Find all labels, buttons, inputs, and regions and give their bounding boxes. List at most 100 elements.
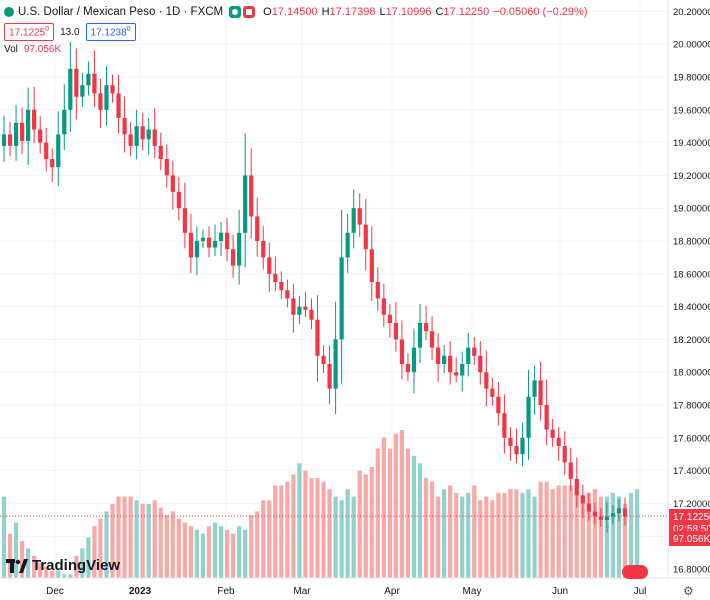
time-tick-label: Feb — [217, 586, 235, 597]
volume-bar — [496, 492, 501, 578]
candle-body — [212, 241, 218, 248]
candle-body — [381, 298, 386, 315]
candle-body — [562, 446, 567, 463]
tradingview-logo[interactable]: TradingView — [6, 557, 120, 574]
candle-body — [218, 232, 224, 241]
volume-bar — [634, 489, 640, 578]
candle-body — [484, 372, 489, 389]
volume-bar — [544, 481, 549, 578]
volume-bar — [249, 515, 254, 578]
volume-bar — [19, 541, 25, 578]
candle-body — [333, 339, 338, 389]
volume-bar — [592, 489, 597, 578]
volume-bar — [399, 430, 405, 578]
candle-body — [622, 508, 628, 517]
candle-body — [472, 347, 477, 356]
volume-bar — [291, 474, 296, 578]
price-tick-label: 18.20000 — [673, 335, 710, 346]
candle-body — [146, 129, 151, 140]
candle-body — [568, 462, 573, 479]
price-tick-label: 18.60000 — [673, 269, 710, 280]
candle-body — [261, 241, 266, 258]
candle-body — [158, 145, 163, 159]
candle-body — [98, 93, 103, 110]
time-tick-label: Mar — [293, 586, 311, 597]
candle-body — [417, 323, 423, 348]
candle-body — [182, 208, 187, 233]
candle-body — [267, 257, 272, 274]
candle-body — [44, 142, 49, 159]
ohlc-high: H17.17398 — [321, 6, 376, 18]
candle-body — [375, 282, 380, 299]
volume-bar — [568, 485, 573, 578]
candle-body — [164, 159, 169, 176]
volume-bar — [454, 492, 459, 578]
volume-bar — [230, 533, 236, 578]
volume-bar — [556, 485, 561, 578]
last-price-value: 17.12250 — [673, 512, 710, 523]
time-tick-label: 2023 — [129, 586, 152, 597]
volume-bar — [194, 529, 200, 578]
volume-bar — [442, 489, 447, 578]
candle-body — [454, 372, 459, 376]
volume-bar — [104, 511, 109, 578]
sell-button[interactable]: 17.12250 — [4, 23, 55, 42]
volume-bar — [321, 481, 326, 578]
volume-bar — [86, 537, 91, 578]
candle-body — [321, 355, 326, 364]
candle-body — [496, 396, 501, 414]
price-tick-label: 18.00000 — [673, 368, 710, 379]
candle-body — [550, 429, 555, 438]
volume-bar — [255, 511, 260, 578]
volume-bar — [604, 496, 610, 578]
candle-body — [19, 122, 25, 141]
candle-body — [104, 85, 109, 110]
buy-button[interactable]: 17.12380 — [85, 23, 136, 42]
volume-bar — [369, 467, 374, 578]
candle-body — [291, 298, 296, 315]
ohlc-close: C17.12250 — [435, 6, 490, 18]
volume-bar — [303, 470, 308, 578]
candle-body — [297, 306, 302, 315]
volume-bar — [273, 485, 278, 578]
volume-bar — [128, 496, 133, 578]
events-icon[interactable] — [622, 565, 648, 579]
visibility-icon[interactable] — [229, 6, 242, 18]
volume-bar — [448, 485, 453, 578]
market-status-icon — [4, 7, 14, 17]
candle-body — [502, 413, 507, 438]
volume-bar — [351, 496, 356, 578]
candle-body — [327, 364, 332, 389]
volume-bar — [562, 485, 567, 578]
volume-bar — [526, 489, 531, 578]
volume-bar — [435, 496, 441, 578]
volume-bar — [598, 496, 603, 578]
symbol-title[interactable]: U.S. Dollar / Mexican Peso · 1D · FXCM — [18, 6, 224, 18]
flag-icon[interactable] — [243, 6, 256, 18]
tradingview-logo-icon — [6, 558, 28, 573]
ohlc-low: L17.10996 — [379, 6, 432, 18]
candle-body — [363, 224, 368, 250]
volume-bar — [580, 496, 585, 578]
candle-body — [405, 364, 411, 373]
settings-icon[interactable]: ⚙ — [683, 584, 694, 598]
price-tick-label: 19.60000 — [673, 105, 710, 116]
volume-bar — [38, 563, 43, 578]
volume-bar — [13, 522, 19, 578]
candle-body — [26, 109, 31, 141]
volume-bar — [538, 481, 543, 578]
volume-bar — [279, 485, 284, 578]
candle-body — [92, 73, 97, 94]
candle-body — [508, 437, 513, 446]
price-axis[interactable]: 20.20000 20.00000 19.80000 19.60000 19.40000… — [673, 7, 710, 576]
candle-body — [478, 355, 483, 373]
time-axis[interactable]: Dec 2023 Feb Mar Apr May Jun Jul — [46, 586, 646, 597]
candle-body — [279, 282, 284, 291]
volume-bar — [502, 492, 507, 578]
candle-body — [532, 380, 537, 397]
candle-body — [32, 109, 37, 130]
candle-body — [616, 508, 622, 514]
volume-bar — [574, 492, 579, 578]
price-tick-label: 20.20000 — [673, 7, 710, 18]
